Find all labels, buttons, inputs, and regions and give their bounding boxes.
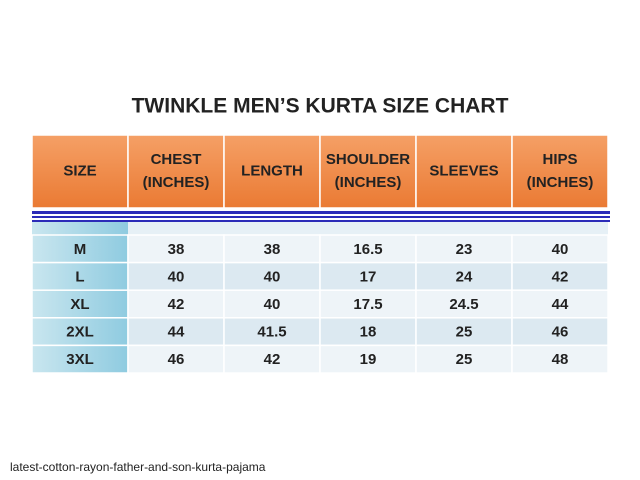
cell-value: 40 [552,241,569,258]
cell-value: 41.5 [257,324,286,341]
data-cell [511,344,609,374]
cell-value: 42 [264,351,281,368]
caption: latest-cotton-rayon-father-and-son-kurta… [10,460,266,474]
data-cell [415,261,513,291]
header-text: HIPS [542,151,577,168]
data-cell [319,344,417,374]
size-label: M [74,241,87,258]
header-cell [223,134,321,209]
cell-value: 19 [360,351,377,368]
cell-value: 48 [552,351,569,368]
header-cell [319,134,417,209]
data-cell [223,261,321,291]
spacer-cell [32,222,128,235]
cell-value: 23 [456,241,473,258]
cell-value: 24.5 [449,296,478,313]
cell-value: 44 [168,324,185,341]
size-cell [31,317,129,347]
header-text: (INCHES) [527,174,594,191]
data-cell [511,317,609,347]
cell-value: 38 [168,241,185,258]
cell-value: 46 [168,351,185,368]
size-label: 3XL [66,351,94,368]
header-cell [127,134,225,209]
size-label: 2XL [66,324,94,341]
cell-value: 25 [456,351,473,368]
data-cell [511,261,609,291]
size-cell [31,344,129,374]
header-text: (INCHES) [143,174,210,191]
cell-value: 42 [552,268,569,285]
cell-value: 40 [264,268,281,285]
size-cell [31,289,129,319]
header-text: SLEEVES [429,162,498,179]
size-label: XL [70,296,89,313]
divider [32,211,610,214]
cell-value: 40 [168,268,185,285]
data-cell [415,317,513,347]
data-cell [127,289,225,319]
header-text: LENGTH [241,162,303,179]
cell-value: 40 [264,296,281,313]
cell-value: 46 [552,324,569,341]
header-text: (INCHES) [335,174,402,191]
divider [32,220,610,222]
title: TWINKLE MEN’S KURTA SIZE CHART [132,95,509,118]
header-text: CHEST [151,151,202,168]
data-cell [319,289,417,319]
header-text: SIZE [63,162,96,179]
cell-value: 17 [360,268,377,285]
data-cell [415,234,513,264]
data-cell [223,289,321,319]
cell-value: 24 [456,268,473,285]
cell-value: 44 [552,296,569,313]
header-text: SHOULDER [326,151,410,168]
header-cell [511,134,609,209]
divider [32,216,610,218]
cell-value: 17.5 [353,296,382,313]
cell-value: 18 [360,324,377,341]
size-label: L [75,268,84,285]
spacer-row [32,222,608,235]
cell-value: 16.5 [353,241,382,258]
cell-value: 38 [264,241,281,258]
header-cell [31,134,129,209]
cell-value: 25 [456,324,473,341]
cell-value: 42 [168,296,185,313]
header-cell [415,134,513,209]
size-cell [31,261,129,291]
data-cell [511,234,609,264]
size-table: SIZE CHEST (INCHES) LENGTH SHOULDER (INCHES) S… [31,134,609,374]
data-cell [127,317,225,347]
